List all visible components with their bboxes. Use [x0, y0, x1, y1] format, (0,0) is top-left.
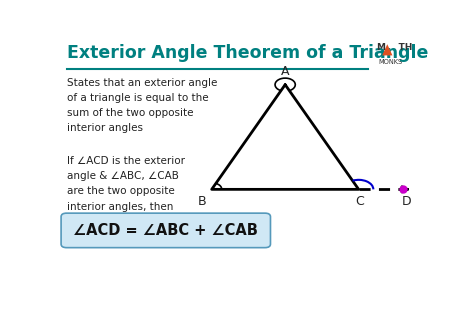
Text: M    TH: M TH — [377, 43, 412, 52]
FancyBboxPatch shape — [61, 213, 271, 248]
Text: If ∠ACD is the exterior
angle & ∠ABC, ∠CAB
are the two opposite
interior angles,: If ∠ACD is the exterior angle & ∠ABC, ∠C… — [66, 156, 184, 212]
Text: D: D — [401, 195, 411, 208]
Text: Exterior Angle Theorem of a Triangle: Exterior Angle Theorem of a Triangle — [66, 44, 428, 62]
Text: MONKS: MONKS — [378, 59, 402, 65]
Polygon shape — [382, 44, 392, 55]
Text: A: A — [281, 65, 290, 78]
Text: C: C — [356, 195, 364, 208]
Text: B: B — [198, 195, 207, 208]
Text: States that an exterior angle
of a triangle is equal to the
sum of the two oppos: States that an exterior angle of a trian… — [66, 78, 217, 133]
Text: ∠ACD = ∠ABC + ∠CAB: ∠ACD = ∠ABC + ∠CAB — [73, 223, 258, 238]
